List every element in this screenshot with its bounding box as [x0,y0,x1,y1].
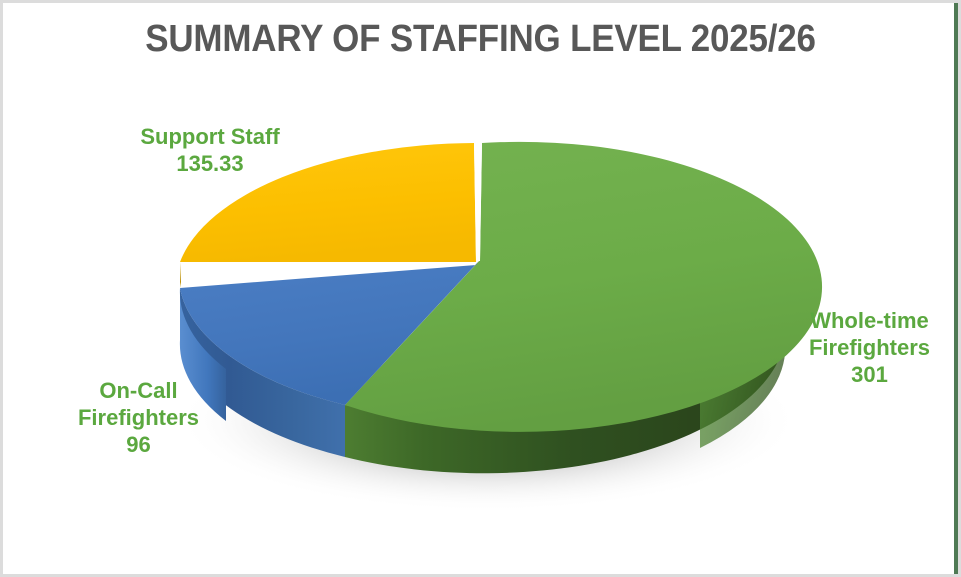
wholetime-slice-rim [700,288,786,448]
oncall-slice-side [180,288,345,457]
slice-gap [474,143,482,261]
whole-time-firefighters-data-label: Whole-time Firefighters 301 [808,308,931,387]
support-slice-top [180,143,476,262]
oncall-slice-rim [179,288,226,421]
on-call-firefighters-data-label: On-Call Firefighters 96 [77,378,200,457]
support-staff-data-label: Support Staff 135.33 [140,124,280,176]
oncall-slice-top [180,262,478,405]
support-slice-side [180,262,181,288]
wholetime-slice-top [345,141,823,432]
right-accent-bar [954,0,961,577]
chart-title: SUMMARY OF STAFFING LEVEL 2025/26 [145,18,816,60]
